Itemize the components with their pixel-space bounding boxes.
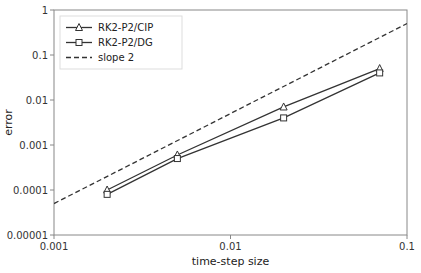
x-tick — [230, 235, 231, 239]
legend-swatch — [66, 57, 92, 58]
legend-label: slope 2 — [98, 52, 134, 63]
x-tick-label: 0.01 — [219, 241, 241, 252]
y-axis-label: error — [2, 109, 15, 136]
series-marker — [174, 156, 180, 162]
y-tick — [50, 10, 54, 11]
y-tick-label: 0.001 — [19, 140, 48, 151]
series-marker — [377, 70, 383, 76]
legend-box — [60, 16, 182, 69]
legend-label: RK2-P2/CIP — [98, 22, 153, 33]
x-tick-label: 0.001 — [40, 241, 69, 252]
x-axis-label: time-step size — [192, 255, 270, 268]
y-tick — [50, 55, 54, 56]
legend-label: RK2-P2/DG — [98, 37, 153, 48]
x-tick-label: 0.1 — [399, 241, 415, 252]
y-tick-label: 0.0001 — [13, 185, 48, 196]
series-marker — [281, 115, 287, 121]
legend-marker — [76, 24, 83, 31]
y-tick — [50, 100, 54, 101]
legend-marker — [76, 40, 82, 46]
y-tick-label: 0.01 — [26, 95, 48, 106]
plot-frame — [54, 10, 407, 235]
series-marker — [104, 191, 110, 197]
y-tick — [50, 145, 54, 146]
series-line — [107, 69, 380, 190]
x-tick — [407, 235, 408, 239]
chart: 0.001 0.01 0.1 0.00001 0.0001 0.001 0.01 0.1 1 ti… — [0, 0, 421, 273]
y-tick-label: 1 — [42, 5, 48, 16]
series-marker — [280, 103, 287, 110]
y-tick-label: 0.00001 — [7, 230, 48, 241]
y-tick-label: 0.1 — [32, 50, 48, 61]
y-tick — [50, 235, 54, 236]
legend: RK2-P2/CIP RK2-P2/DG slope 2 — [60, 16, 182, 69]
x-tick — [54, 235, 55, 239]
y-tick — [50, 190, 54, 191]
series-line — [107, 73, 380, 194]
